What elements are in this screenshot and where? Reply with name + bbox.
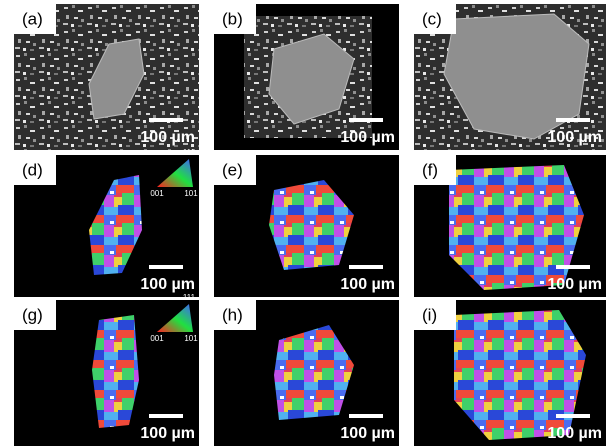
scale-bar-label: 100 µm — [340, 276, 395, 293]
panel: (a) 100 µm — [14, 4, 199, 150]
scale-bar-label: 100 µm — [547, 129, 602, 146]
panel-label: (b) — [222, 9, 243, 28]
scale-bar-label: 100 µm — [140, 129, 195, 146]
panel-label: (c) — [422, 9, 442, 28]
panel-label: (a) — [22, 9, 43, 28]
ipf-left: 001 — [150, 334, 164, 343]
panel: (d) 100 µm 111 001 101 — [14, 148, 199, 297]
ipf-right: 101 — [184, 334, 198, 343]
scale-bar-label: 100 µm — [547, 276, 602, 293]
panel: (e) 100 µm — [214, 155, 399, 297]
panel: (h) 100 µm — [214, 300, 399, 446]
panel: (f) 100 µm — [414, 155, 606, 297]
ipf-top: 111 — [183, 148, 196, 157]
panel-label: (d) — [22, 160, 43, 179]
panel-label: (h) — [222, 305, 243, 324]
scale-bar-label: 100 µm — [547, 425, 602, 442]
ipf-left: 001 — [150, 189, 164, 198]
ipf-top: 111 — [183, 293, 196, 302]
figure: (a)100 µm(b)100 µm(c)100 µm(d)100 µm1110… — [0, 0, 611, 448]
panel-label: (e) — [222, 160, 243, 179]
scale-bar-label: 100 µm — [340, 129, 395, 146]
grain-map — [92, 315, 139, 428]
panel: (c) 100 µm — [414, 4, 606, 150]
panel-label: (g) — [22, 305, 43, 324]
grain-map — [454, 310, 586, 440]
scale-bar-label: 100 µm — [340, 425, 395, 442]
panel-label: (f) — [422, 160, 438, 179]
scale-bar-label: 100 µm — [140, 276, 195, 293]
ipf-right: 101 — [184, 189, 198, 198]
panel-label: (i) — [422, 305, 437, 324]
panel: (b) 100 µm — [214, 4, 399, 150]
grain-map — [449, 165, 584, 290]
scale-bar-label: 100 µm — [140, 425, 195, 442]
panel: (i) 100 µm — [414, 300, 606, 446]
panel: (g) 100 µm 111 001 101 — [14, 293, 199, 446]
